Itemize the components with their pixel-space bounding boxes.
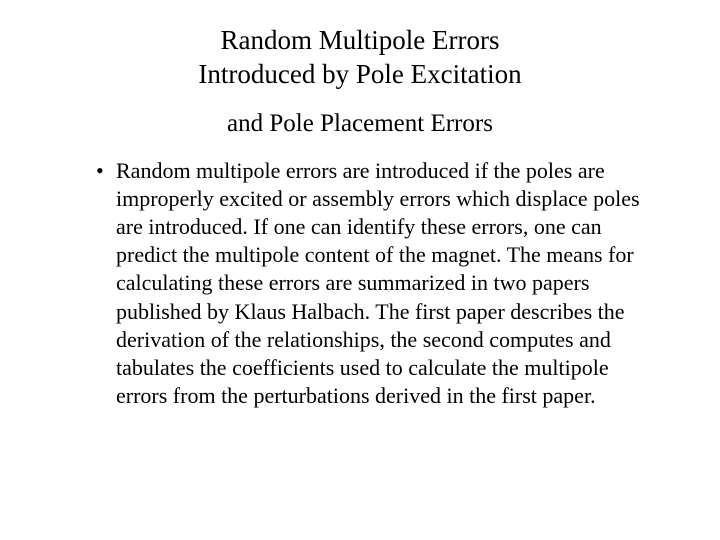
- title-line-1: Random Multipole Errors: [60, 24, 660, 58]
- subtitle-line: and Pole Placement Errors: [60, 108, 660, 139]
- title-line-2: Introduced by Pole Excitation: [60, 58, 660, 92]
- title-block: Random Multipole Errors Introduced by Po…: [60, 24, 660, 139]
- body-block: • Random multipole errors are introduced…: [60, 157, 660, 410]
- bullet-marker-icon: •: [96, 157, 116, 185]
- bullet-text: Random multipole errors are introduced i…: [116, 157, 656, 410]
- slide: Random Multipole Errors Introduced by Po…: [0, 0, 720, 540]
- bullet-item: • Random multipole errors are introduced…: [96, 157, 656, 410]
